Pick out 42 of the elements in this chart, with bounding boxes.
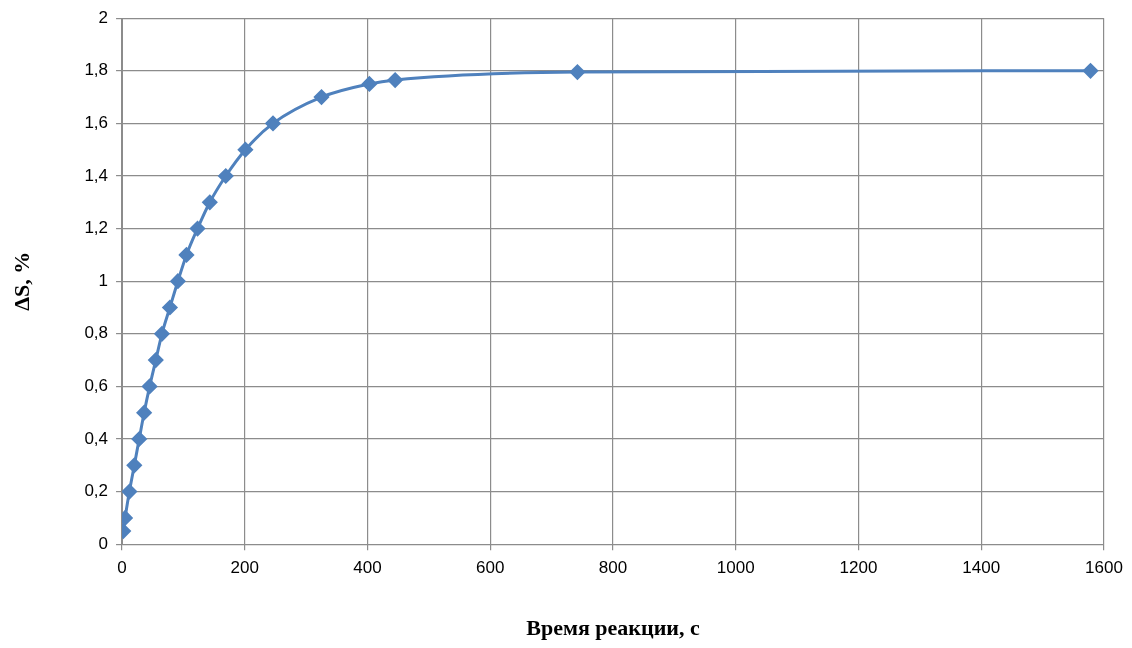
x-tick-label: 1000 [716,558,755,578]
point [387,72,403,88]
x-tick-label: 1200 [839,558,878,578]
point [218,168,234,184]
x-tick-label: 200 [230,558,259,578]
point [178,247,194,263]
point [131,431,147,447]
y-tick-label: 1,2 [84,218,109,238]
x-tick-label: 800 [598,558,628,578]
y-tick-label: 0,6 [84,376,109,396]
x-tick-label: 1600 [1085,558,1123,578]
point [136,405,152,421]
y-tick-label: 1,8 [84,60,109,80]
point [170,273,186,289]
point [265,115,281,131]
point [202,194,218,210]
y-tick-label: 2 [98,7,109,27]
y-axis-title: ΔS, % [8,251,34,311]
point [162,300,178,315]
y-tick-label: 1,4 [84,165,109,185]
y-tick-label: 0,4 [84,428,109,448]
point [569,64,585,80]
y-tick-label: 1,6 [84,113,109,133]
x-tick-label: 600 [476,558,505,578]
y-tick-label: 1 [98,270,109,290]
point [190,221,206,237]
point [142,378,158,394]
point [314,89,329,105]
point [361,76,377,92]
y-tick-label: 0 [98,533,109,553]
y-tick-label: 0,8 [84,323,109,343]
x-tick-label: 400 [353,558,382,578]
point [148,352,164,368]
point [1083,63,1098,79]
point [154,326,170,342]
x-tick-label: 0 [117,558,127,578]
point [122,484,137,500]
x-axis-title: Время реакции, с [526,615,701,641]
y-tick-label: 0,2 [84,481,109,501]
point [126,457,142,473]
x-tick-label: 1400 [962,558,1001,578]
point [237,142,253,158]
